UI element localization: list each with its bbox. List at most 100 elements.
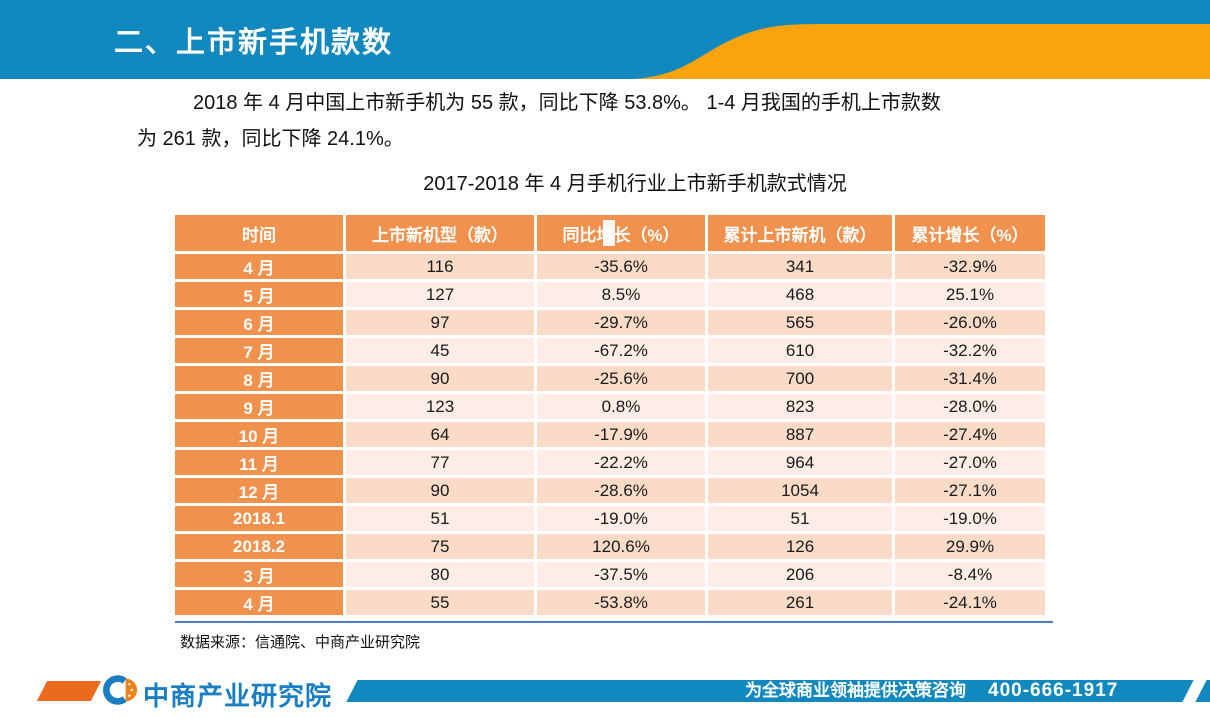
data-cell: -28.6% bbox=[537, 478, 705, 503]
table-row: 4 月 55 -53.8% 261 -24.1% bbox=[175, 590, 1045, 615]
footer-phone: 400-666-1917 bbox=[988, 680, 1119, 701]
data-cell: -26.0% bbox=[895, 310, 1045, 335]
data-cell: 25.1% bbox=[895, 282, 1045, 307]
header-cell-cumulative: 累计上市新机（款） bbox=[708, 215, 892, 251]
data-cell: -17.9% bbox=[537, 422, 705, 447]
row-label-cell: 4 月 bbox=[175, 590, 343, 615]
data-cell: 565 bbox=[708, 310, 892, 335]
table-row: 12 月 90 -28.6% 1054 -27.1% bbox=[175, 478, 1045, 503]
header-cell-yoy: 同比增长（%） bbox=[537, 215, 705, 251]
row-label-cell: 10 月 bbox=[175, 422, 343, 447]
data-cell: 80 bbox=[346, 562, 534, 587]
data-cell: 97 bbox=[346, 310, 534, 335]
data-cell: -8.4% bbox=[895, 562, 1045, 587]
data-cell: 64 bbox=[346, 422, 534, 447]
table-row: 8 月 90 -25.6% 700 -31.4% bbox=[175, 366, 1045, 391]
table-row: 9 月 123 0.8% 823 -28.0% bbox=[175, 394, 1045, 419]
data-cell: 964 bbox=[708, 450, 892, 475]
header-cell-models: 上市新机型（款） bbox=[346, 215, 534, 251]
data-cell: 8.5% bbox=[537, 282, 705, 307]
row-label-cell: 5 月 bbox=[175, 282, 343, 307]
data-cell: -19.0% bbox=[895, 506, 1045, 531]
table-row: 2018.1 51 -19.0% 51 -19.0% bbox=[175, 506, 1045, 531]
data-cell: -35.6% bbox=[537, 254, 705, 279]
data-cell: 468 bbox=[708, 282, 892, 307]
data-cell: 116 bbox=[346, 254, 534, 279]
company-name: 中商产业研究院 bbox=[143, 681, 333, 711]
row-label-cell: 8 月 bbox=[175, 366, 343, 391]
data-cell: 51 bbox=[346, 506, 534, 531]
data-cell: 45 bbox=[346, 338, 534, 363]
table-body: 4 月 116 -35.6% 341 -32.9% 5 月 127 8.5% 468 25.1% 6… bbox=[175, 254, 1045, 615]
banner-wave-shape bbox=[635, 23, 1210, 79]
data-cell: -31.4% bbox=[895, 366, 1045, 391]
intro-line-1: 2018 年 4 月中国上市新手机为 55 款，同比下降 53.8%。 1-4 … bbox=[193, 92, 941, 114]
footer-slogan: 为全球商业领袖提供决策咨询 bbox=[745, 681, 966, 700]
row-label-cell: 2018.1 bbox=[175, 506, 343, 531]
table-row: 4 月 116 -35.6% 341 -32.9% bbox=[175, 254, 1045, 279]
table-row: 5 月 127 8.5% 468 25.1% bbox=[175, 282, 1045, 307]
data-cell: 123 bbox=[346, 394, 534, 419]
data-cell: 887 bbox=[708, 422, 892, 447]
data-cell: 55 bbox=[346, 590, 534, 615]
data-cell: -19.0% bbox=[537, 506, 705, 531]
data-cell: 0.8% bbox=[537, 394, 705, 419]
header-cell-yoy-label: 同比增长（%） bbox=[562, 225, 680, 245]
data-cell: 700 bbox=[708, 366, 892, 391]
table-title: 2017-2018 年 4 月手机行业上市新手机款式情况 bbox=[423, 173, 847, 195]
row-label-cell: 2018.2 bbox=[175, 534, 343, 559]
data-cell: 610 bbox=[708, 338, 892, 363]
table-row: 2018.2 75 120.6% 126 29.9% bbox=[175, 534, 1045, 559]
data-cell: -27.4% bbox=[895, 422, 1045, 447]
header-cell-cumulative-growth: 累计增长（%） bbox=[895, 215, 1045, 251]
data-cell: 51 bbox=[708, 506, 892, 531]
data-cell: -25.6% bbox=[537, 366, 705, 391]
data-cell: 75 bbox=[346, 534, 534, 559]
row-label-cell: 9 月 bbox=[175, 394, 343, 419]
phones-table: 时间 上市新机型（款） 同比增长（%） 累计上市新机（款） 累计增长（%） 4 … bbox=[172, 212, 1048, 618]
header-cell-time: 时间 bbox=[175, 215, 343, 251]
data-cell: 823 bbox=[708, 394, 892, 419]
row-label-cell: 7 月 bbox=[175, 338, 343, 363]
table-row: 7 月 45 -67.2% 610 -32.2% bbox=[175, 338, 1045, 363]
row-label-cell: 3 月 bbox=[175, 562, 343, 587]
data-cell: 1054 bbox=[708, 478, 892, 503]
data-cell: 77 bbox=[346, 450, 534, 475]
footer-text: 为全球商业领袖提供决策咨询 400-666-1917 bbox=[0, 680, 1210, 702]
data-cell: 90 bbox=[346, 366, 534, 391]
table-head: 时间 上市新机型（款） 同比增长（%） 累计上市新机（款） 累计增长（%） bbox=[175, 215, 1045, 251]
data-cell: -24.1% bbox=[895, 590, 1045, 615]
table-row: 11 月 77 -22.2% 964 -27.0% bbox=[175, 450, 1045, 475]
data-cell: 120.6% bbox=[537, 534, 705, 559]
company-logo-icon bbox=[103, 675, 138, 705]
data-cell: -53.8% bbox=[537, 590, 705, 615]
table-bottom-rule bbox=[175, 621, 1053, 623]
header-row: 时间 上市新机型（款） 同比增长（%） 累计上市新机（款） 累计增长（%） bbox=[175, 215, 1045, 251]
data-cell: 126 bbox=[708, 534, 892, 559]
data-cell: 341 bbox=[708, 254, 892, 279]
data-cell: 261 bbox=[708, 590, 892, 615]
data-cell: -22.2% bbox=[537, 450, 705, 475]
data-cell: -27.0% bbox=[895, 450, 1045, 475]
data-cell: 127 bbox=[346, 282, 534, 307]
table-row: 6 月 97 -29.7% 565 -26.0% bbox=[175, 310, 1045, 335]
data-cell: -37.5% bbox=[537, 562, 705, 587]
row-label-cell: 4 月 bbox=[175, 254, 343, 279]
data-cell: -32.2% bbox=[895, 338, 1045, 363]
row-label-cell: 11 月 bbox=[175, 450, 343, 475]
intro-line-2: 为 261 款，同比下降 24.1%。 bbox=[137, 128, 404, 150]
banner: 二、上市新手机款数 bbox=[0, 0, 1210, 79]
data-cell: -28.0% bbox=[895, 394, 1045, 419]
page-title: 二、上市新手机款数 bbox=[114, 26, 394, 59]
row-label-cell: 6 月 bbox=[175, 310, 343, 335]
data-cell: 90 bbox=[346, 478, 534, 503]
data-cell: -32.9% bbox=[895, 254, 1045, 279]
data-cell: -27.1% bbox=[895, 478, 1045, 503]
data-cell: 29.9% bbox=[895, 534, 1045, 559]
row-label-cell: 12 月 bbox=[175, 478, 343, 503]
source-note: 数据来源：信通院、中商产业研究院 bbox=[180, 634, 421, 651]
data-cell: -67.2% bbox=[537, 338, 705, 363]
data-cell: 206 bbox=[708, 562, 892, 587]
table-row: 10 月 64 -17.9% 887 -27.4% bbox=[175, 422, 1045, 447]
